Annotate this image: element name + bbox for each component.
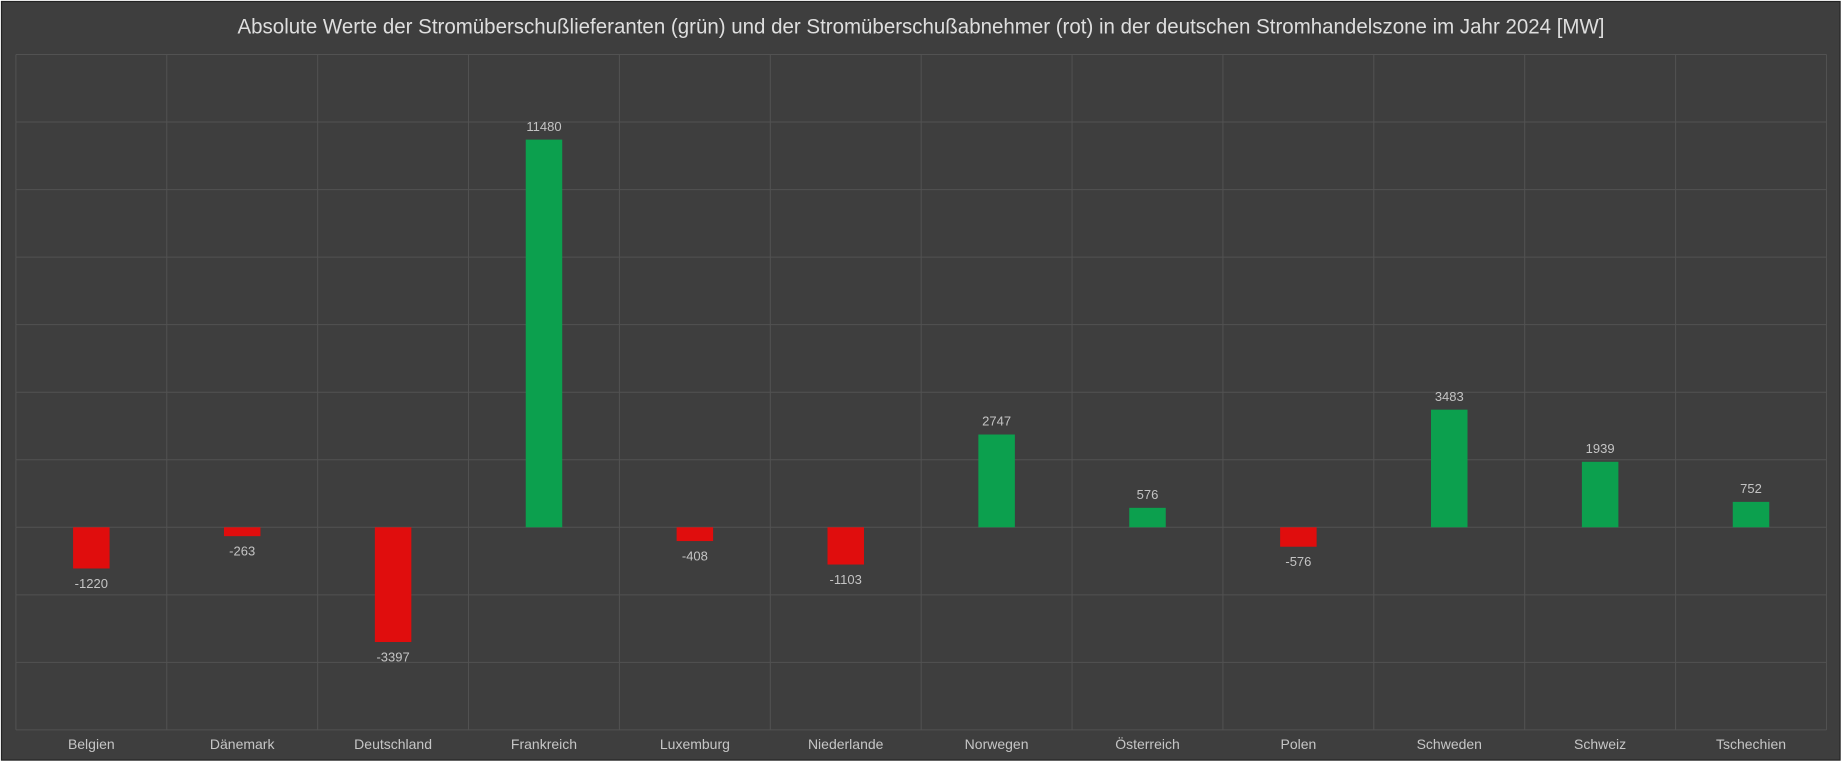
svg-text:Norwegen: Norwegen [965,736,1029,752]
svg-text:752: 752 [1740,481,1762,496]
svg-text:2747: 2747 [982,414,1011,429]
svg-text:3483: 3483 [1435,389,1464,404]
svg-text:Niederlande: Niederlande [808,736,884,752]
svg-text:Dänemark: Dänemark [210,736,276,752]
svg-text:Deutschland: Deutschland [354,736,432,752]
svg-text:-1220: -1220 [75,576,108,591]
svg-text:Österreich: Österreich [1115,735,1180,752]
svg-text:Belgien: Belgien [68,736,115,752]
svg-text:Schweiz: Schweiz [1574,736,1626,752]
svg-text:Frankreich: Frankreich [511,736,577,752]
svg-text:-1103: -1103 [830,572,862,587]
svg-text:Schweden: Schweden [1417,736,1482,752]
svg-text:1939: 1939 [1586,441,1615,456]
svg-text:Luxemburg: Luxemburg [660,736,730,752]
svg-text:Polen: Polen [1280,736,1316,752]
svg-text:-263: -263 [229,544,255,559]
svg-text:-576: -576 [1285,554,1311,569]
svg-text:576: 576 [1137,487,1159,502]
svg-text:-3397: -3397 [376,650,409,665]
svg-text:11480: 11480 [526,119,561,134]
svg-text:-408: -408 [682,549,708,564]
svg-text:Tschechien: Tschechien [1716,736,1786,752]
svg-text:Absolute Werte der Stromübersc: Absolute Werte der Stromüberschußliefera… [238,15,1605,39]
